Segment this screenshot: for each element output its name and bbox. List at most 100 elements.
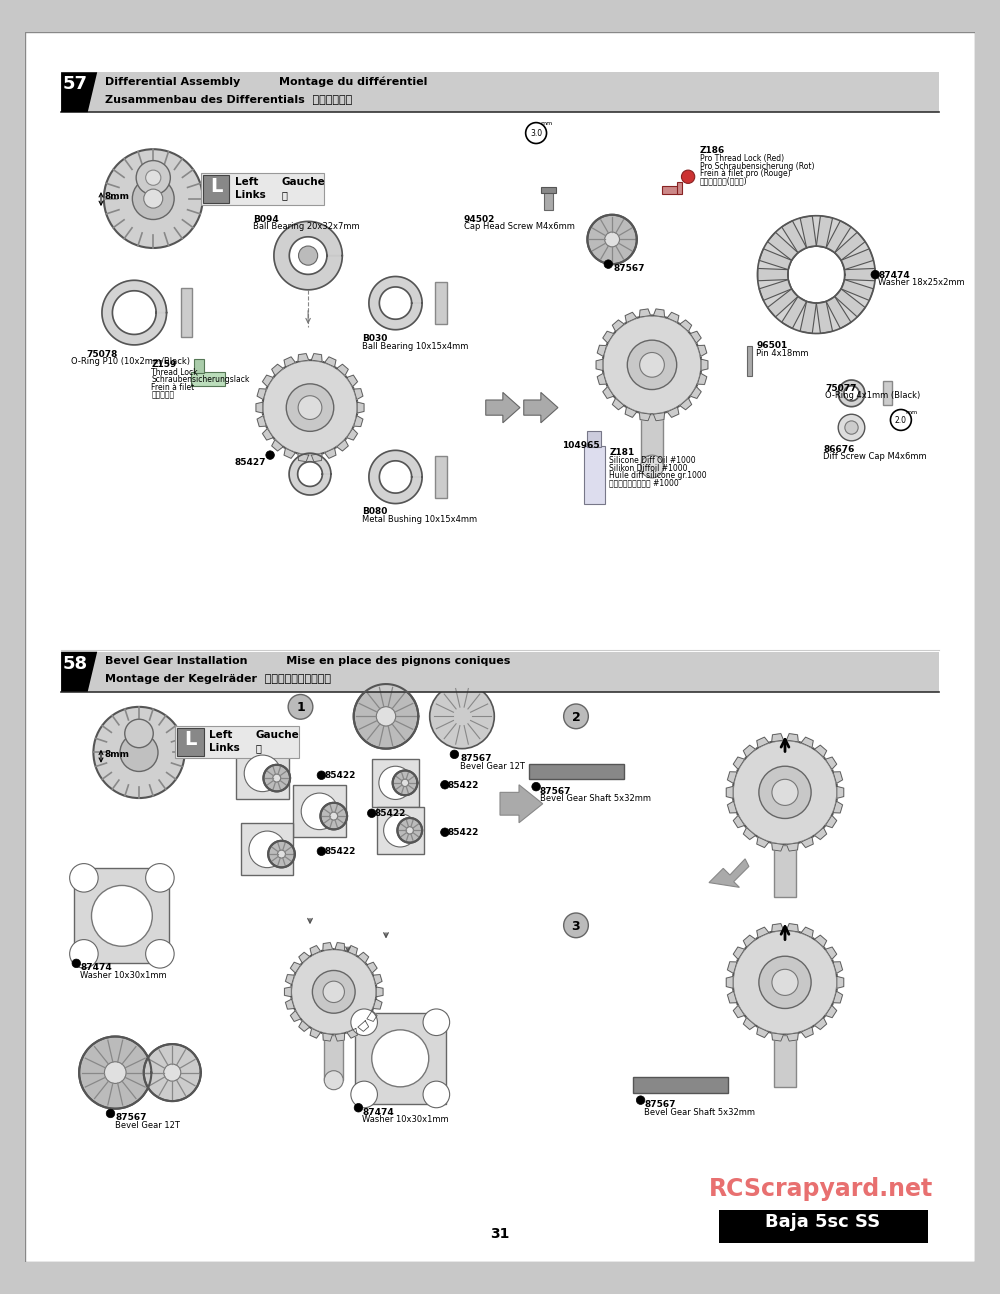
Text: Washer 18x25x2mm: Washer 18x25x2mm [878,278,965,287]
Bar [747,345,752,377]
Bar [528,763,624,779]
Polygon shape [833,771,843,783]
Text: Pro Schraubensicherung (Rot): Pro Schraubensicherung (Rot) [700,162,814,171]
Polygon shape [835,289,865,317]
Text: Metal Bushing 10x15x4mm: Metal Bushing 10x15x4mm [362,515,477,524]
Text: mm: mm [541,122,553,126]
Polygon shape [603,331,614,343]
Circle shape [564,704,588,729]
Polygon shape [837,977,844,989]
Circle shape [273,774,281,782]
Polygon shape [298,353,309,361]
Circle shape [759,956,811,1008]
Polygon shape [369,277,422,330]
Polygon shape [768,232,798,260]
Circle shape [406,827,413,835]
Bar [74,868,169,963]
Circle shape [312,970,355,1013]
Circle shape [641,455,663,477]
Polygon shape [801,837,813,848]
Polygon shape [354,415,363,427]
Text: 75078: 75078 [87,349,118,358]
Circle shape [430,685,494,749]
Polygon shape [369,450,422,503]
Bar [435,282,447,325]
Bar [677,182,682,194]
Polygon shape [612,399,624,410]
Circle shape [268,841,295,867]
Circle shape [106,1109,115,1118]
Polygon shape [814,745,827,757]
Bar [203,175,229,203]
Polygon shape [680,399,692,410]
Text: ネジロック用(レッド): ネジロック用(レッド) [700,177,747,186]
Polygon shape [743,1017,756,1030]
Polygon shape [786,734,798,741]
Circle shape [423,1009,450,1035]
Polygon shape [844,268,875,281]
Text: Differential Assembly          Montage du différentiel: Differential Assembly Montage du différe… [105,76,427,87]
Polygon shape [838,380,865,406]
Circle shape [379,766,412,800]
Polygon shape [825,1005,837,1017]
Polygon shape [667,312,679,322]
Polygon shape [801,738,813,748]
Text: Montage der Kegelräder  ベベルギアの取り付け: Montage der Kegelräder ベベルギアの取り付け [105,674,331,683]
Polygon shape [733,1005,745,1017]
Circle shape [291,949,376,1035]
Circle shape [351,1009,377,1035]
Circle shape [263,765,290,792]
Circle shape [125,719,153,748]
Polygon shape [653,309,665,317]
Text: Gauche: Gauche [282,177,325,186]
Bar [372,760,419,806]
Polygon shape [727,771,737,783]
Polygon shape [597,345,606,356]
Polygon shape [284,987,291,996]
Text: 87567: 87567 [614,264,646,273]
Polygon shape [347,1029,357,1038]
Text: 87474: 87474 [878,270,910,280]
Text: Washer 10x30x1mm: Washer 10x30x1mm [80,970,167,980]
Polygon shape [612,320,624,331]
Text: 96501: 96501 [757,342,788,351]
Polygon shape [690,387,701,399]
Polygon shape [772,842,784,851]
Polygon shape [733,947,745,959]
Circle shape [262,360,358,455]
Polygon shape [335,942,345,951]
Polygon shape [743,745,756,757]
Polygon shape [357,402,364,413]
Circle shape [890,409,911,431]
Polygon shape [800,216,816,248]
Polygon shape [285,974,294,985]
Circle shape [120,734,158,771]
Text: Pin 4x18mm: Pin 4x18mm [757,348,809,357]
Polygon shape [337,364,348,375]
Polygon shape [727,961,737,973]
Polygon shape [284,357,295,367]
Bar [376,806,424,854]
Text: Diff Screw Cap M4x6mm: Diff Screw Cap M4x6mm [823,452,927,461]
Circle shape [636,1096,645,1104]
Text: 58: 58 [62,655,87,673]
Text: 85422: 85422 [448,782,479,789]
Circle shape [627,340,677,389]
Bar [191,373,224,386]
Polygon shape [772,734,784,741]
Polygon shape [825,947,837,959]
Text: Links: Links [209,743,240,753]
Polygon shape [284,448,295,458]
Polygon shape [262,375,273,387]
Text: 86676: 86676 [823,445,854,454]
Circle shape [104,149,203,248]
Circle shape [532,783,540,791]
Polygon shape [841,280,874,300]
Text: mm: mm [906,410,918,415]
Polygon shape [298,453,309,462]
Text: Left: Left [209,730,233,740]
Text: Z159: Z159 [151,360,177,369]
Circle shape [70,863,98,892]
Text: 85422: 85422 [324,771,356,780]
Circle shape [838,414,865,441]
